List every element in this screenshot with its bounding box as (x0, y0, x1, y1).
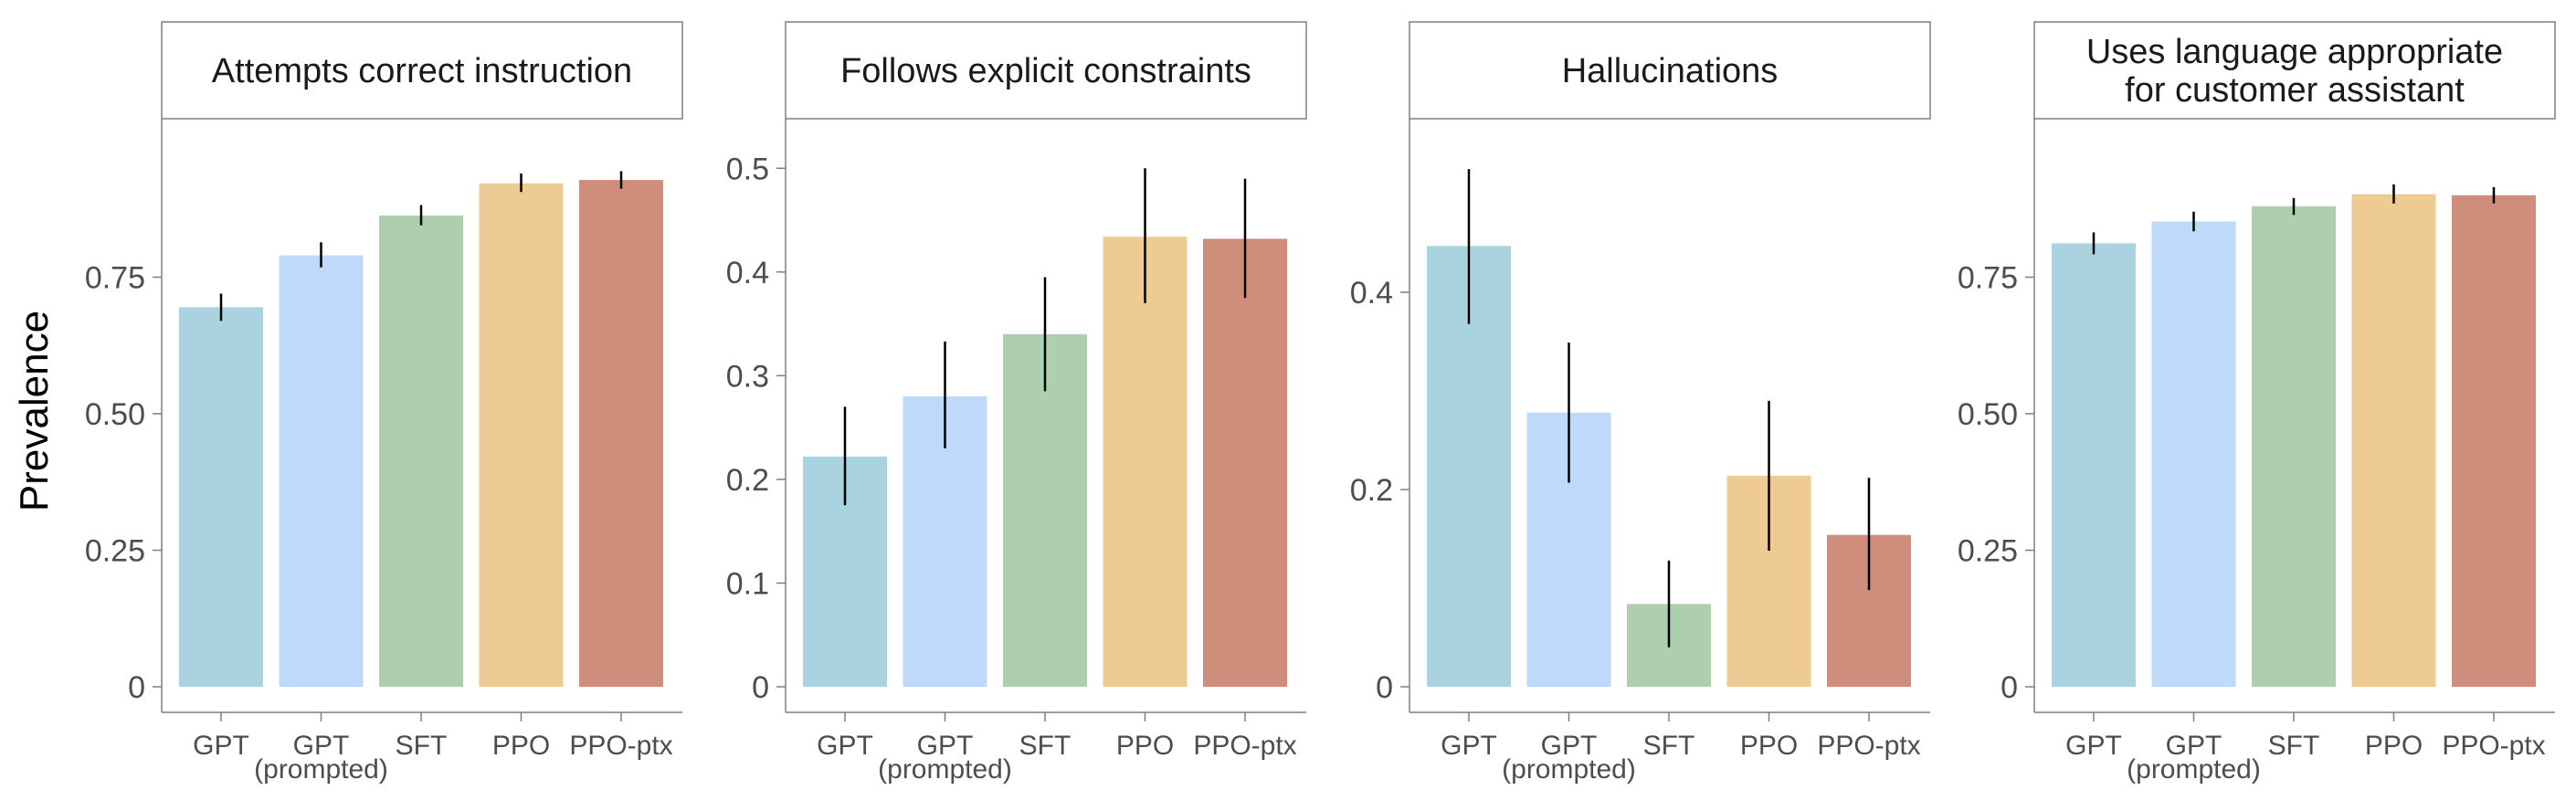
y-tick-label: 0.1 (726, 566, 769, 601)
facet-title-box (785, 21, 1307, 120)
y-tick-label: 0 (1376, 670, 1393, 705)
facet-title: Hallucinations (1562, 52, 1779, 90)
y-tick-label: 0 (752, 670, 769, 705)
x-tick-label: PPO (1740, 731, 1798, 761)
x-tick-label: GPT (1441, 731, 1497, 761)
x-tick-label-sub: (prompted) (878, 754, 1012, 785)
y-tick-label: 0.25 (1958, 534, 2018, 569)
x-tick-label-sub: (prompted) (254, 754, 388, 785)
x-tick-label: SFT (396, 731, 448, 761)
x-tick-label: SFT (1019, 731, 1072, 761)
facet-title-box (2033, 21, 2556, 120)
x-tick-label: PPO-ptx (2442, 731, 2545, 761)
y-tick-label: 0 (2001, 670, 2018, 705)
panel-3: Hallucinations 0 0.2 0.4 GPT GPT(prompted)SFT… (1350, 21, 1931, 785)
x-tick-label: PPO (1116, 731, 1174, 761)
x-tick-label: SFT (1643, 731, 1695, 761)
x-tick-label: GPT (293, 731, 350, 761)
bar-ppo-ptx (2452, 195, 2536, 687)
bar-sft (2252, 205, 2336, 687)
x-tick-label: PPO (2365, 731, 2423, 761)
x-tick-label: PPO (492, 731, 550, 761)
x-tick-label: GPT (193, 731, 249, 761)
facet-title: Follows explicit constraints (840, 52, 1251, 90)
facet-title: Attempts correct instruction (212, 52, 632, 90)
bar-gpt-prompted- (279, 255, 364, 687)
x-tick-label: GPT (2166, 731, 2222, 761)
y-tick-label: 0.4 (726, 256, 769, 290)
y-tick-label: 0.50 (85, 397, 145, 432)
y-tick-label: 0.75 (85, 261, 145, 296)
facet-title-box (1409, 21, 1931, 120)
y-tick-label: 0.3 (726, 359, 769, 394)
y-tick-label: 0.2 (1350, 473, 1393, 508)
y-tick-label: 0.50 (1958, 397, 2018, 432)
bar-ppo (1103, 237, 1188, 687)
bar-ppo (479, 183, 564, 687)
x-tick-label: GPT (917, 731, 974, 761)
x-tick-label: PPO-ptx (569, 731, 672, 761)
x-tick-label: GPT (1541, 731, 1598, 761)
bar-ppo-ptx (579, 180, 663, 688)
bar-ppo-ptx (1203, 238, 1287, 687)
bar-gpt-prompted- (2151, 221, 2236, 687)
y-axis-label: Prevalence (12, 311, 57, 511)
y-tick-label: 0.75 (1958, 261, 2018, 296)
x-tick-label: SFT (2268, 731, 2320, 761)
facet-panels: Attempts correct instruction00.250.500.7… (85, 21, 2556, 785)
y-tick-label: 0.25 (85, 534, 145, 569)
x-tick-label-sub: (prompted) (1502, 754, 1636, 785)
x-tick-label: GPT (2065, 731, 2122, 761)
x-tick-label-sub: (prompted) (2127, 754, 2261, 785)
x-tick-label: PPO-ptx (1193, 731, 1296, 761)
bar-sft (1003, 333, 1087, 687)
x-tick-label: GPT (817, 731, 873, 761)
facet-title: for customer assistant (2125, 71, 2465, 110)
facet-title-box (161, 21, 683, 120)
x-tick-label: PPO-ptx (1817, 731, 1920, 761)
y-tick-label: 0 (128, 670, 145, 705)
facet-title: Uses language appropriate (2086, 33, 2503, 71)
bar-ppo (2351, 194, 2436, 688)
panel-2: Follows explicit constraints 0 0.1 0.2 0.3 0.… (726, 21, 1307, 785)
panel-1: Attempts correct instruction 0 0.25 0.50 0.7… (85, 21, 683, 785)
bar-gpt (179, 307, 263, 687)
y-tick-label: 0.4 (1350, 276, 1393, 311)
y-tick-label: 0.5 (726, 152, 769, 186)
bar-gpt (2052, 243, 2136, 687)
bar-sft (379, 215, 463, 687)
y-tick-label: 0.2 (726, 463, 769, 498)
